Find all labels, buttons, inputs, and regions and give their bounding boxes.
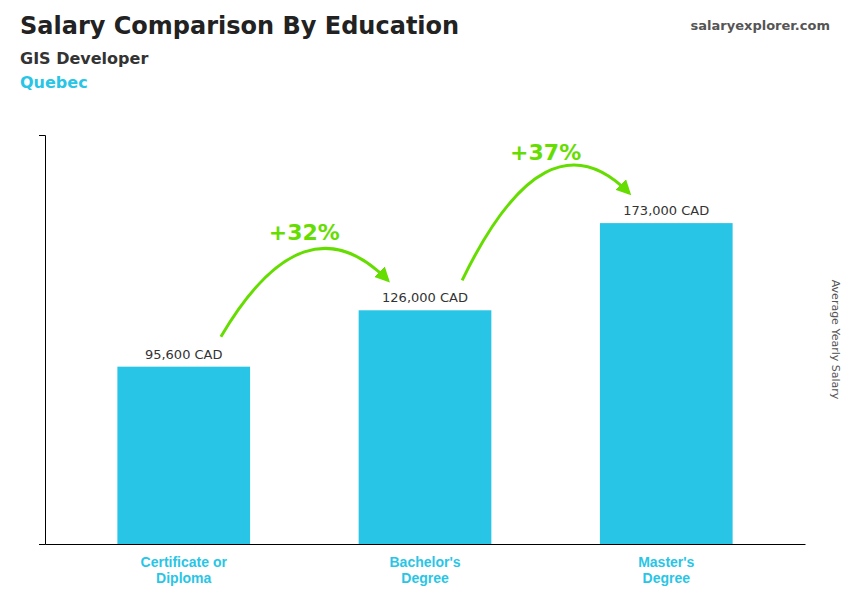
x-tick-label-line: Master's [638, 554, 694, 570]
growth-label: +32% [269, 220, 340, 245]
source-note: salaryexplorer.com [691, 18, 830, 33]
growth-arc [462, 165, 629, 280]
y-axis-title: Average Yearly Salary [829, 280, 842, 400]
bar [117, 367, 250, 544]
x-tick-label: Master'sDegree [638, 554, 694, 587]
data-label: 95,600 CAD [145, 347, 223, 362]
bar [600, 223, 733, 544]
chart: Salary Comparison By Education GIS Develo… [0, 0, 850, 606]
x-tick: Bachelor'sDegree [389, 544, 460, 586]
bars [117, 223, 732, 544]
x-tick-label: Certificate orDiploma [141, 554, 228, 587]
x-tick-label-line: Degree [643, 570, 691, 586]
x-tick: Certificate orDiploma [141, 544, 228, 586]
y-axis [39, 136, 46, 545]
annotations: +32% +37% [221, 140, 629, 336]
x-axis-line [46, 544, 806, 545]
data-labels: 95,600 CAD 126,000 CAD 173,000 CAD [145, 203, 709, 362]
data-label: 173,000 CAD [623, 203, 709, 218]
x-tick-label-line: Diploma [156, 570, 211, 586]
y-axis-line [39, 136, 46, 545]
subtitle: GIS Developer [20, 49, 148, 68]
x-tick: Master'sDegree [638, 544, 694, 586]
plot: Certificate orDiplomaBachelor'sDegreeMas… [39, 136, 806, 587]
data-label: 126,000 CAD [382, 290, 468, 305]
x-tick-label-line: Bachelor's [389, 554, 460, 570]
growth-arc [221, 248, 388, 336]
title: Salary Comparison By Education [20, 12, 459, 40]
x-axis: Certificate orDiplomaBachelor'sDegreeMas… [46, 544, 806, 586]
x-tick-label-line: Certificate or [141, 554, 228, 570]
subtitle: Quebec [20, 73, 88, 92]
x-tick-label-line: Degree [401, 570, 449, 586]
x-tick-label: Bachelor'sDegree [389, 554, 460, 587]
growth-label: +37% [510, 140, 581, 165]
bar [359, 310, 492, 544]
